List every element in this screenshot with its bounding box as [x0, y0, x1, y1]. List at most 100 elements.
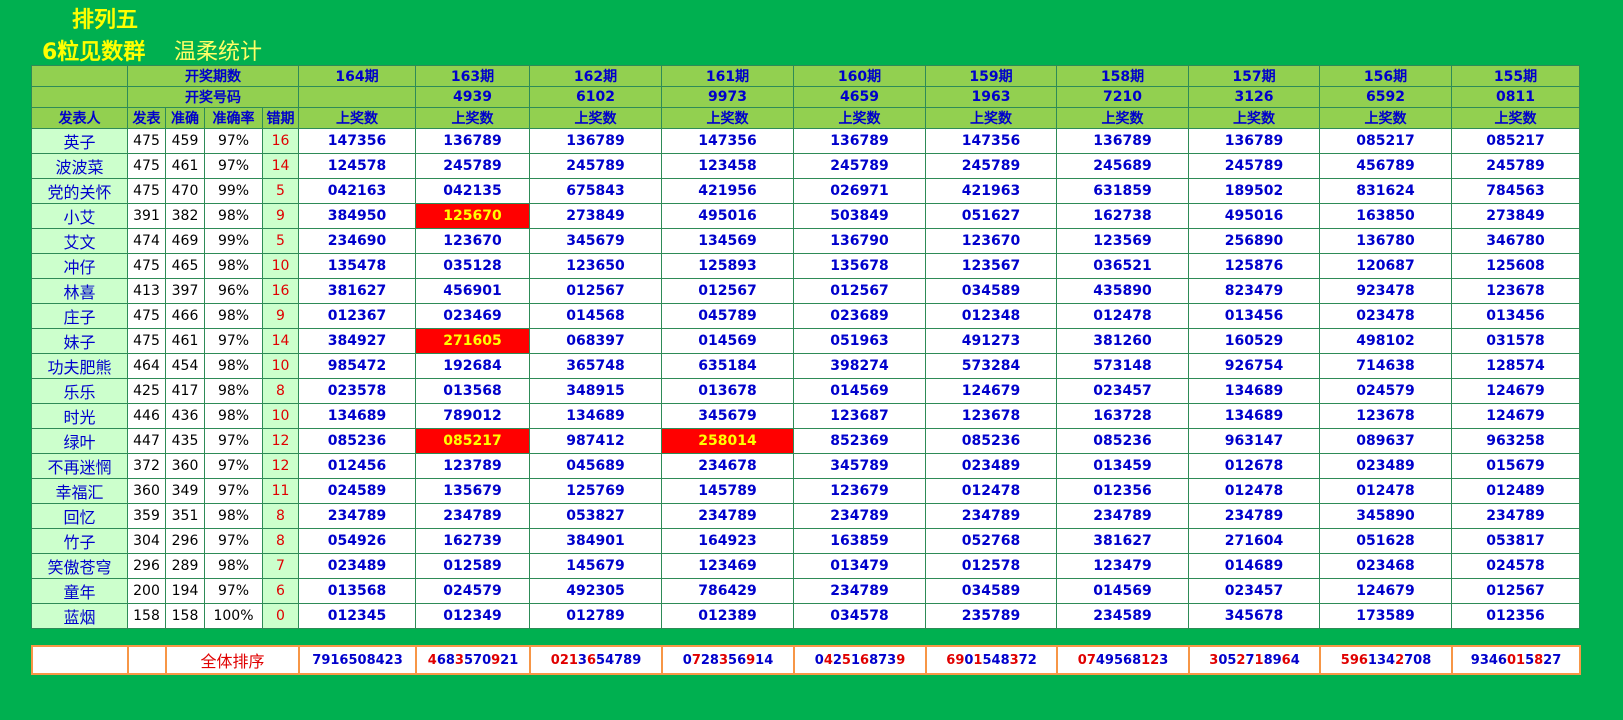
pick: 189502 — [1188, 178, 1320, 204]
pick: 162739 — [415, 528, 530, 554]
pick: 963147 — [1188, 428, 1320, 454]
data-row: 童年 200 194 97% 6 013568 024579 492305 786429 2347… — [31, 578, 1580, 604]
pick: 421963 — [925, 178, 1057, 204]
pick: 345678 — [1188, 603, 1320, 629]
name: 英子 — [31, 128, 128, 154]
data-row: 林喜 413 397 96% 16 381627 456901 012567 012567 012… — [31, 278, 1580, 304]
name: 妹子 — [31, 328, 128, 354]
miss: 5 — [262, 228, 299, 254]
pick: 124679 — [1451, 378, 1580, 404]
order-digit: 4 — [1488, 652, 1498, 668]
order-digit: 3 — [718, 652, 729, 668]
pick: 435890 — [1056, 278, 1189, 304]
correct: 382 — [165, 203, 205, 229]
order-digit: 7 — [1404, 652, 1414, 668]
name: 小艾 — [31, 203, 128, 229]
pick: 495016 — [1188, 203, 1320, 229]
posts: 200 — [127, 578, 166, 604]
pick: 134569 — [661, 228, 794, 254]
pick: 234789 — [793, 578, 926, 604]
pick: 381627 — [298, 278, 416, 304]
order-digit: 1 — [973, 652, 983, 668]
header-row: 开奖号码 4939 6102 9973 4659 1963 7210 3126 6592 0811 — [31, 86, 1580, 108]
column-header: 准确率 — [204, 107, 263, 129]
pick: 245689 — [1056, 153, 1189, 179]
pick: 012567 — [661, 278, 794, 304]
rate: 98% — [204, 203, 263, 229]
pick: 124679 — [1319, 578, 1452, 604]
footer-row: 全体排序 7916508423 4683570921 0213654789 072835… — [31, 645, 1582, 675]
order-digit: 7 — [1086, 652, 1096, 668]
correct: 360 — [165, 453, 205, 479]
pick: 123687 — [793, 403, 926, 429]
order: 0425168739 — [793, 645, 928, 675]
pick: 012567 — [793, 278, 926, 304]
posts: 475 — [127, 128, 166, 154]
pick: 235789 — [925, 603, 1057, 629]
column-header: 上奖数 — [529, 107, 662, 129]
order-digit: 7 — [473, 652, 483, 668]
pick: 963258 — [1451, 428, 1580, 454]
name: 幸福汇 — [31, 478, 128, 504]
miss: 7 — [262, 553, 299, 579]
pick: 123469 — [661, 553, 794, 579]
column-header: 发表 — [127, 107, 166, 129]
correct: 436 — [165, 403, 205, 429]
pick: 124679 — [1451, 403, 1580, 429]
pick: 631859 — [1056, 178, 1189, 204]
period: 160期 — [793, 65, 926, 87]
order-digit: 2 — [832, 652, 842, 668]
column-header: 上奖数 — [793, 107, 926, 129]
name: 竹子 — [31, 528, 128, 554]
data-row: 蓝烟 158 158 100% 0 012345 012349 012789 012389 034… — [31, 603, 1580, 629]
order-digit: 2 — [1395, 652, 1405, 668]
posts: 446 — [127, 403, 166, 429]
order-digit: 9 — [1104, 652, 1114, 668]
data-row: 不再迷惘 372 360 97% 12 012456 123789 045689 234678 3… — [31, 453, 1580, 479]
pick: 245789 — [1451, 153, 1580, 179]
pick: 923478 — [1319, 278, 1452, 304]
data-row: 妹子 475 461 97% 14 384927 271605 068397 014569 051… — [31, 328, 1580, 354]
order-digit: 8 — [1132, 652, 1142, 668]
pick: 045689 — [529, 453, 662, 479]
pick: 398274 — [793, 353, 926, 379]
pick: 012678 — [1188, 453, 1320, 479]
pick: 271605 — [415, 328, 530, 354]
correct: 469 — [165, 228, 205, 254]
pick: 012478 — [925, 478, 1057, 504]
order-digit: 2 — [500, 652, 510, 668]
pick: 134689 — [529, 403, 662, 429]
name: 童年 — [31, 578, 128, 604]
order-digit: 2 — [1027, 652, 1037, 668]
correct: 349 — [165, 478, 205, 504]
correct: 465 — [165, 253, 205, 279]
pick: 012356 — [1056, 478, 1189, 504]
name: 冲仔 — [31, 253, 128, 279]
pick: 013456 — [1188, 303, 1320, 329]
data-row: 庄子 475 466 98% 9 012367 023469 014568 045789 0236… — [31, 303, 1580, 329]
pick: 234678 — [661, 453, 794, 479]
pick: 014568 — [529, 303, 662, 329]
order-digit: 7 — [614, 652, 624, 668]
pick: 123650 — [529, 253, 662, 279]
miss: 6 — [262, 578, 299, 604]
data-row: 党的关怀 475 470 99% 5 042163 042135 675843 421956 02… — [31, 178, 1580, 204]
order-digit: 3 — [393, 652, 403, 668]
label: 开奖期数 — [127, 65, 299, 87]
order-digit: 5 — [1227, 652, 1237, 668]
pick: 245789 — [793, 153, 926, 179]
pick: 345679 — [661, 403, 794, 429]
pick: 273849 — [529, 203, 662, 229]
pick: 012567 — [529, 278, 662, 304]
miss: 11 — [262, 478, 299, 504]
posts: 372 — [127, 453, 166, 479]
order-digit: 0 — [357, 652, 367, 668]
order-digit: 3 — [577, 652, 587, 668]
order-digit: 1 — [755, 652, 765, 668]
pick: 012345 — [298, 603, 416, 629]
rate: 98% — [204, 378, 263, 404]
pick: 421956 — [661, 178, 794, 204]
data-row: 艾文 474 469 99% 5 234690 123670 345679 134569 1367… — [31, 228, 1580, 254]
pick: 085217 — [1451, 128, 1580, 154]
draw-number: 0811 — [1451, 86, 1580, 108]
